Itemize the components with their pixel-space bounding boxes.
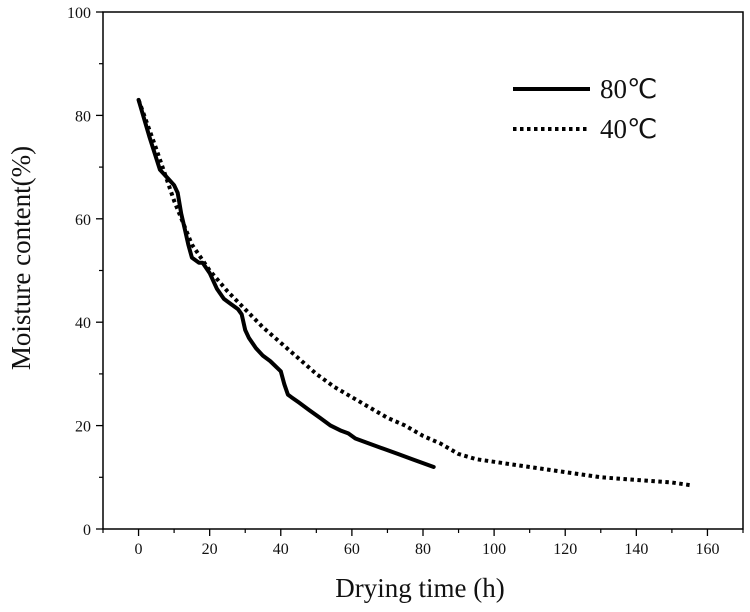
x-tick-label: 20 [202, 541, 218, 558]
x-tick-label: 60 [344, 541, 360, 558]
y-tick-label: 100 [67, 5, 91, 22]
series-layer [136, 97, 690, 488]
x-tick-label: 100 [482, 541, 506, 558]
y-axis-label: Moisture content(%) [6, 146, 36, 370]
x-tick-label: 40 [273, 541, 289, 558]
series-line-0 [136, 97, 436, 469]
legend-label-1: 40℃ [600, 114, 657, 144]
y-tick-label: 20 [75, 419, 91, 436]
y-tick-label: 40 [75, 315, 91, 332]
x-axis-label: Drying time (h) [335, 573, 504, 603]
y-tick-label: 80 [75, 108, 91, 125]
x-tick-label: 160 [695, 541, 719, 558]
x-tick-label: 0 [135, 541, 143, 558]
x-tick-label: 80 [415, 541, 431, 558]
legend: 80℃40℃ [513, 74, 657, 144]
y-tick-label: 60 [75, 212, 91, 229]
x-tick-label: 140 [624, 541, 648, 558]
legend-label-0: 80℃ [600, 74, 657, 104]
y-tick-label: 0 [83, 522, 91, 539]
x-tick-label: 120 [553, 541, 577, 558]
axes: 0 20 40 60 80 100 120 140 160 0 20 40 60 80 100 [67, 5, 744, 558]
